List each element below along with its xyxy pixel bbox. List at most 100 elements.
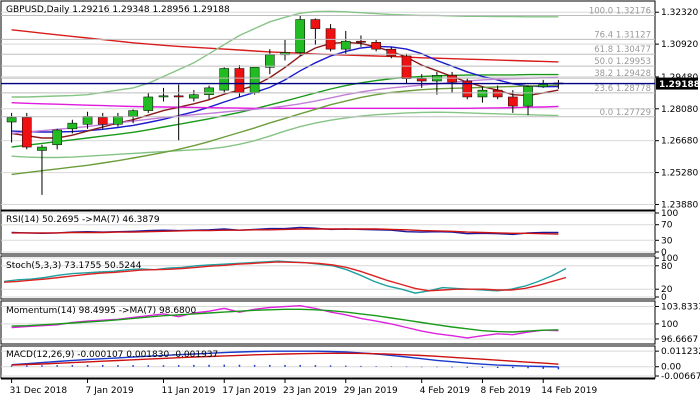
candle-body xyxy=(219,68,230,91)
candle-body xyxy=(173,95,184,98)
momentum-axis-label: 100 xyxy=(661,320,678,330)
candle-body xyxy=(113,116,123,125)
date-axis-label: 14 Feb 2019 xyxy=(541,386,597,396)
stochastic-panel-frame xyxy=(0,255,656,300)
price-axis-label: 1.28080 xyxy=(661,105,698,115)
moving-average-line xyxy=(11,45,559,133)
macd-histogram-bar xyxy=(329,365,332,367)
macd-histogram-bar xyxy=(117,365,119,367)
macd-histogram-bar xyxy=(10,365,13,367)
candle-body xyxy=(371,42,381,50)
moving-average-line xyxy=(11,10,559,98)
price-axis-label: 1.25280 xyxy=(661,169,698,179)
momentum-panel-frame xyxy=(0,300,656,345)
macd-histogram-bar xyxy=(481,366,484,368)
fib-level-label: 50.0 1.29953 xyxy=(594,57,651,67)
macd-line xyxy=(11,350,559,368)
candle-body xyxy=(52,129,62,146)
candle-body xyxy=(401,55,412,79)
fib-level-label: 23.6 1.28778 xyxy=(594,84,651,94)
macd-histogram-bar xyxy=(451,366,453,368)
macd-histogram-bar xyxy=(420,366,423,368)
price-axis-label: 1.32320 xyxy=(661,8,698,18)
date-axis-label: 29 Jan 2019 xyxy=(344,386,398,396)
macd-panel: 0.011232 0.00-0.006678 MACD(12,26,9) -0.0… xyxy=(0,345,700,382)
candle-body xyxy=(523,86,533,107)
macd-histogram-bar xyxy=(466,366,469,368)
macd-histogram-bar xyxy=(101,364,104,367)
candle-body xyxy=(492,89,503,98)
macd-histogram-bar xyxy=(208,364,210,367)
candle-body xyxy=(386,48,397,57)
macd-histogram-bar xyxy=(177,365,180,367)
macd-histogram-bar xyxy=(132,365,134,367)
rsi-axis-label: 30 xyxy=(661,236,673,246)
macd-histogram-bar xyxy=(557,366,560,370)
macd-lines xyxy=(11,350,559,368)
date-axis-label: 4 Feb 2019 xyxy=(420,386,471,396)
momentum-axis-label: 103.8333 xyxy=(661,302,700,312)
price-axis-label: 1.26680 xyxy=(661,137,698,147)
rsi-axis-label: 70 xyxy=(661,221,673,231)
candle-body xyxy=(310,19,321,29)
candle-body xyxy=(234,68,245,93)
macd-axis: 0.011232 0.00-0.006678 xyxy=(655,347,700,382)
candle-body xyxy=(416,78,427,82)
macd-histogram-bar xyxy=(436,366,438,368)
candle-body xyxy=(158,95,169,98)
macd-histogram-bar xyxy=(26,365,28,367)
rsi-axis: 100 70 30 0 xyxy=(655,209,678,258)
stochastic-panel-title: Stoch(5,3,3) 73.1755 50.5244 xyxy=(6,261,142,271)
macd-histogram-bar xyxy=(269,364,271,367)
candle-body xyxy=(477,89,488,98)
macd-axis-label: 0.00 xyxy=(661,363,681,373)
price-panel-title: GBPUSD,Daily 1.29216 1.29348 1.28956 1.2… xyxy=(6,5,230,15)
macd-axis-label: 0.011232 xyxy=(661,347,700,357)
fibonacci-levels: 100.0 1.32176 76.4 1.31127 61.8 1.30477 50.… xyxy=(1,7,655,118)
date-axis: 31 Dec 2018 7 Jan 2019 11 Jan 2019 17 Jan 2… xyxy=(1,378,655,396)
price-axis-label: 1.30920 xyxy=(661,40,698,50)
candle-body xyxy=(280,52,290,56)
macd-panel-title: MACD(12,26,9) -0.000107 0.001830 -0.0019… xyxy=(6,350,218,360)
macd-histogram-bar xyxy=(299,364,301,367)
candle-body xyxy=(295,19,305,53)
date-axis-label: 31 Dec 2018 xyxy=(10,386,68,396)
macd-histogram-bar xyxy=(527,366,529,369)
stochastic-axis-label: 80 xyxy=(661,262,673,272)
fib-level-label: 76.4 1.31127 xyxy=(594,30,651,40)
candle-body xyxy=(462,80,473,98)
date-axis-label: 23 Jan 2019 xyxy=(283,386,337,396)
fib-level-label: 0.0 1.27729 xyxy=(600,108,651,118)
price-panel: 100.0 1.32176 76.4 1.31127 61.8 1.30477 50.… xyxy=(0,0,700,211)
rsi-grid xyxy=(1,212,655,253)
macd-histogram-bar xyxy=(193,364,195,367)
moving-average-line xyxy=(11,73,559,148)
macd-histogram-bar xyxy=(162,365,165,367)
candle-body xyxy=(204,87,214,95)
candle-body xyxy=(82,116,93,125)
macd-histogram-bar xyxy=(147,365,150,367)
candle-body xyxy=(189,94,199,99)
date-axis-label: 8 Feb 2019 xyxy=(480,386,531,396)
candle-body xyxy=(325,28,336,50)
fib-level-label: 61.8 1.30477 xyxy=(594,45,651,55)
candle-body xyxy=(143,96,154,111)
momentum-panel-title: Momentum(14) 98.4995 ->MA(7) 98.6800 xyxy=(6,306,197,316)
momentum-grid xyxy=(1,305,655,340)
macd-histogram-bar xyxy=(314,365,317,367)
momentum-axis: 103.8333 100 96.6667 xyxy=(655,302,700,345)
current-price-label: 1.29188 xyxy=(659,80,700,90)
candle-body xyxy=(340,40,351,50)
macd-histogram-bar xyxy=(360,365,362,367)
macd-histogram-bar xyxy=(41,365,43,367)
price-axis-label: 1.23880 xyxy=(661,200,698,210)
price-axis: 1.323201.309201.294801.280801.266801.252… xyxy=(655,8,698,210)
candle-body xyxy=(508,96,518,107)
candle-body xyxy=(67,122,78,130)
macd-histogram-bar xyxy=(405,366,408,368)
macd-histogram-bar xyxy=(512,366,514,369)
macd-histogram-bar xyxy=(375,366,377,367)
